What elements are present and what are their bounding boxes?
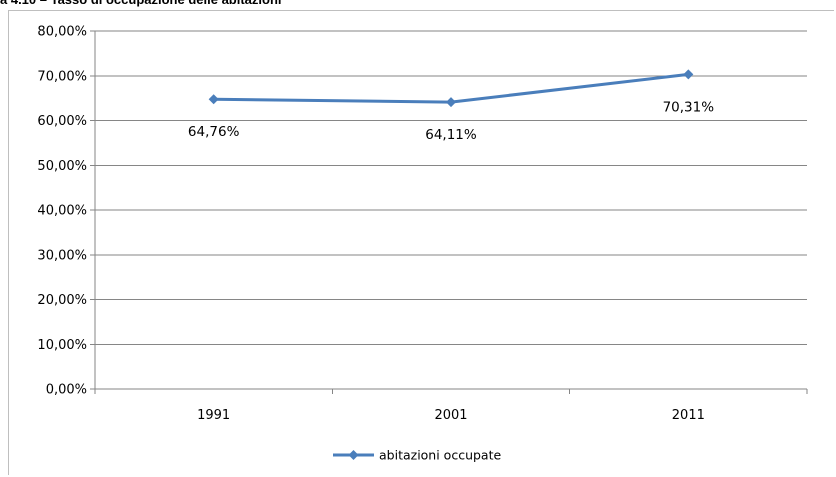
legend-marker	[348, 450, 359, 460]
y-tick-label: 40,00%	[37, 204, 87, 219]
data-point-marker	[208, 94, 219, 105]
x-tick-label: 2011	[672, 408, 705, 423]
y-tick-label: 70,00%	[37, 69, 87, 84]
data-label: 70,31%	[663, 99, 715, 115]
x-tick-label: 1991	[197, 408, 230, 423]
y-tick-label: 60,00%	[37, 114, 87, 129]
y-tick-label: 80,00%	[37, 25, 87, 40]
y-tick-label: 30,00%	[37, 248, 87, 263]
data-point-marker	[446, 97, 456, 108]
y-tick-label: 20,00%	[37, 293, 87, 308]
data-point-marker	[683, 69, 694, 80]
y-tick-label: 0,00%	[46, 383, 87, 398]
x-tick-label: 2001	[434, 408, 467, 423]
chart-caption: a 4.10 – Tasso di occupazione delle abit…	[0, 0, 282, 8]
legend-label: abitazioni occupate	[379, 448, 501, 463]
chart-frame	[8, 10, 834, 475]
data-label: 64,76%	[188, 124, 240, 140]
data-label: 64,11%	[425, 127, 477, 143]
y-tick-label: 50,00%	[37, 159, 87, 174]
y-tick-label: 10,00%	[37, 338, 87, 353]
